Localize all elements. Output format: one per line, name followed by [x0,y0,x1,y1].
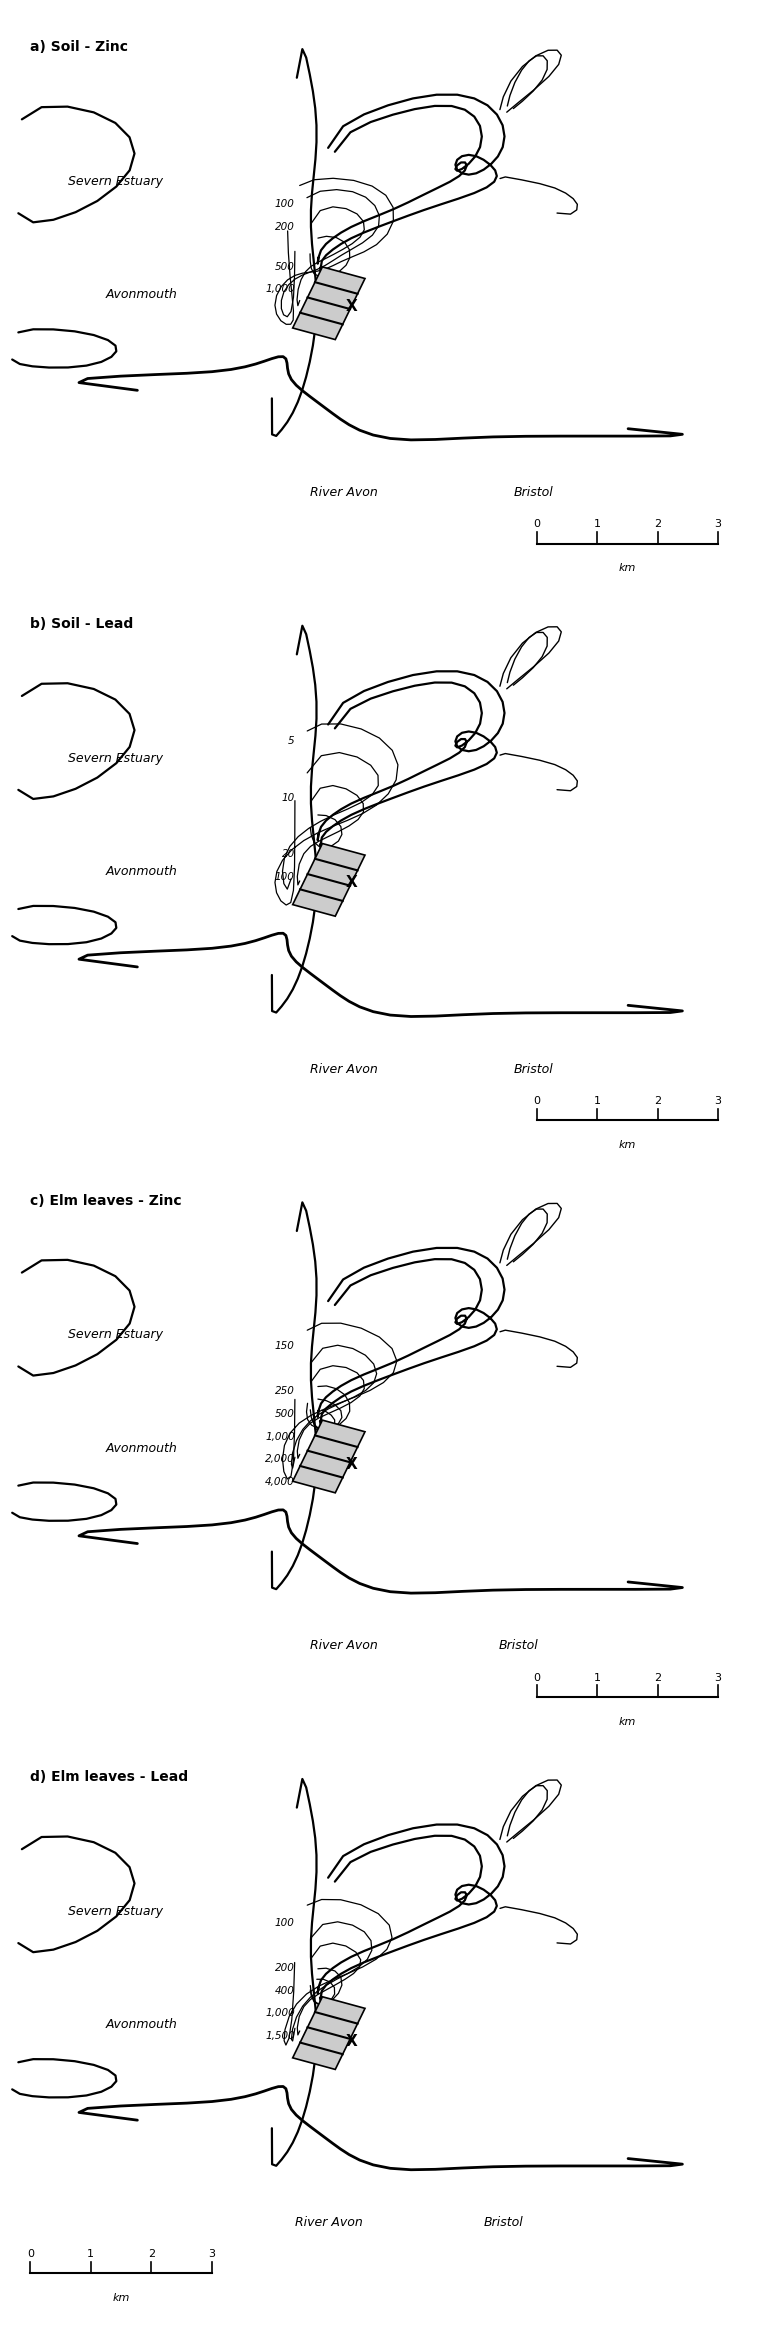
Text: Bristol: Bristol [514,487,554,499]
Text: b) Soil - Lead: b) Soil - Lead [30,616,133,630]
Text: 100: 100 [275,871,295,883]
Text: 3: 3 [208,2248,215,2260]
Text: Severn Estuary: Severn Estuary [68,176,163,187]
Text: 1,000: 1,000 [265,1431,295,1443]
Text: 1,000: 1,000 [265,283,295,295]
Text: km: km [618,564,636,574]
Text: 2: 2 [654,1672,661,1682]
Text: 400: 400 [275,1986,295,1995]
Text: Avonmouth: Avonmouth [106,864,177,878]
Text: 150: 150 [275,1342,295,1351]
Text: 200: 200 [275,222,295,232]
Text: 1: 1 [87,2248,94,2260]
Text: 1,000: 1,000 [265,2009,295,2019]
Text: 5: 5 [288,735,295,747]
Text: 20: 20 [281,850,295,860]
Text: 2: 2 [148,2248,155,2260]
Text: c) Elm leaves - Zinc: c) Elm leaves - Zinc [30,1194,182,1208]
Text: X: X [345,2035,358,2049]
Text: 200: 200 [275,1963,295,1972]
Text: Severn Estuary: Severn Estuary [68,1328,163,1342]
Text: 250: 250 [275,1386,295,1396]
Text: Avonmouth: Avonmouth [106,2019,177,2031]
Text: km: km [618,1141,636,1150]
Text: 500: 500 [275,262,295,272]
Text: 0: 0 [27,2248,34,2260]
Text: X: X [345,876,358,890]
Text: X: X [345,1457,358,1473]
Text: 0: 0 [533,1096,540,1105]
Polygon shape [293,843,365,916]
Text: Severn Estuary: Severn Estuary [68,752,163,766]
Text: 1: 1 [594,1096,601,1105]
Text: d) Elm leaves - Lead: d) Elm leaves - Lead [30,1771,188,1785]
Text: Avonmouth: Avonmouth [106,288,177,302]
Text: 2,000: 2,000 [265,1454,295,1464]
Text: River Avon: River Avon [295,2216,362,2230]
Text: 1: 1 [594,1672,601,1682]
Text: 0: 0 [533,520,540,529]
Text: 10: 10 [281,794,295,803]
Text: 0: 0 [533,1672,540,1682]
Polygon shape [293,1419,365,1492]
Text: 4,000: 4,000 [265,1478,295,1487]
Text: 3: 3 [715,1096,722,1105]
Text: 1,500: 1,500 [265,2031,295,2040]
Text: Avonmouth: Avonmouth [106,1443,177,1454]
Text: River Avon: River Avon [310,1063,378,1075]
Polygon shape [293,1998,365,2070]
Text: 2: 2 [654,1096,661,1105]
Text: X: X [345,297,358,314]
Text: 2: 2 [654,520,661,529]
Text: 3: 3 [715,1672,722,1682]
Text: 500: 500 [275,1410,295,1419]
Text: km: km [113,2293,130,2302]
Text: a) Soil - Zinc: a) Soil - Zinc [30,40,129,54]
Text: 1: 1 [594,520,601,529]
Text: Severn Estuary: Severn Estuary [68,1904,163,1918]
Text: Bristol: Bristol [514,1063,554,1075]
Text: River Avon: River Avon [310,487,378,499]
Text: 100: 100 [275,1918,295,1927]
Text: km: km [618,1717,636,1726]
Text: Bristol: Bristol [499,1639,539,1653]
Text: River Avon: River Avon [310,1639,378,1653]
Text: 3: 3 [715,520,722,529]
Text: Bristol: Bristol [483,2216,524,2230]
Text: 100: 100 [275,199,295,208]
Polygon shape [293,267,365,340]
